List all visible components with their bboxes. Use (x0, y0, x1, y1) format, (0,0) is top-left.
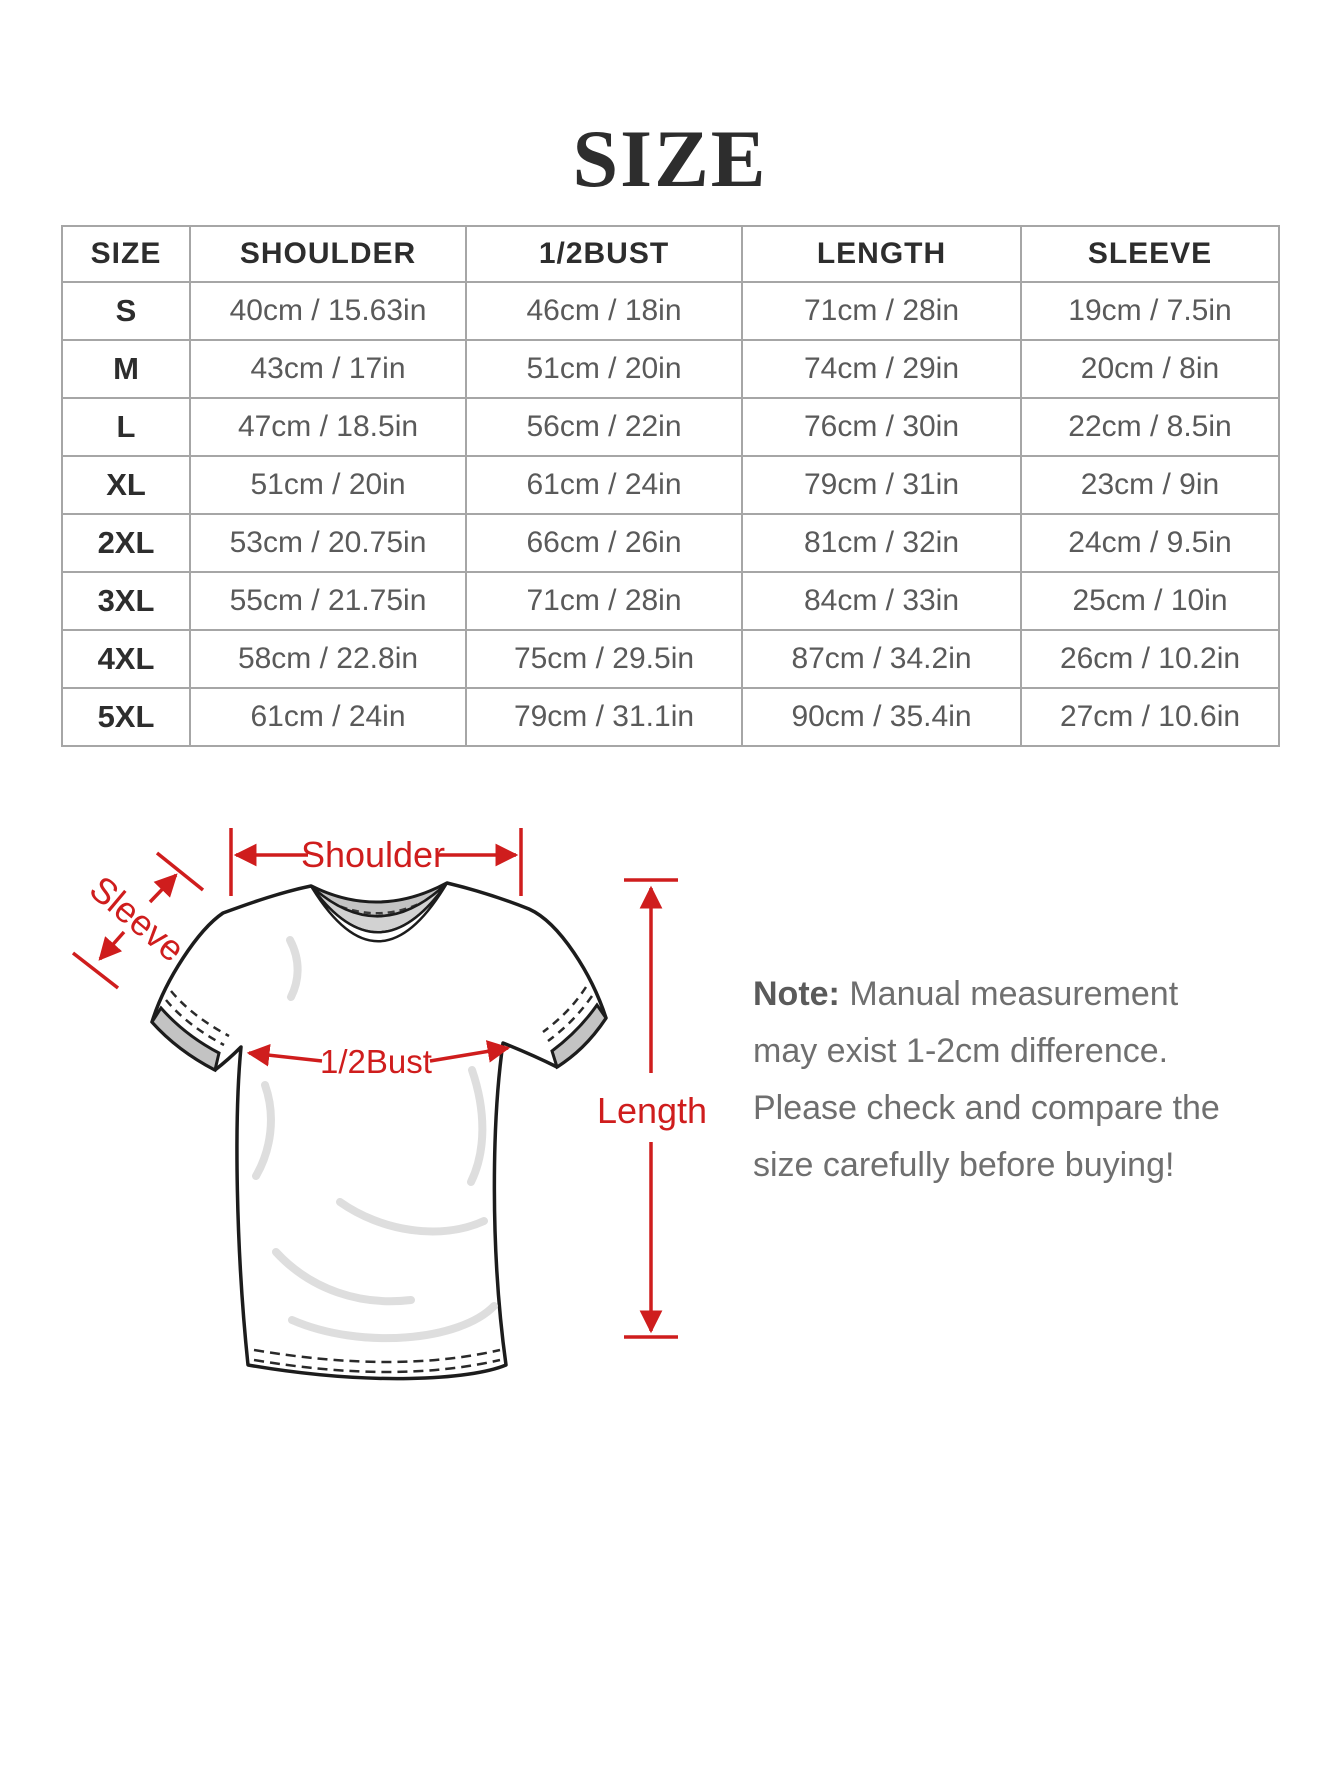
measurement-cell: 47cm / 18.5in (189, 397, 467, 457)
measurement-cell: 58cm / 22.8in (189, 629, 467, 689)
measurement-cell: 20cm / 8in (1020, 339, 1280, 399)
length-label: Length (597, 1090, 707, 1131)
length-dimension-arrow (624, 878, 678, 1339)
measurement-cell: 71cm / 28in (741, 281, 1022, 341)
sleeve-label: Sleeve (82, 868, 193, 970)
measurement-cell: 66cm / 26in (465, 513, 743, 573)
tshirt-collar (309, 881, 449, 943)
table-row: 5XL 61cm / 24in 79cm / 31.1in 90cm / 35.… (61, 687, 1280, 747)
bust-label: 1/2Bust (320, 1043, 432, 1080)
column-header-sleeve: SLEEVE (1020, 225, 1280, 283)
bust-dimension-arrow (246, 1040, 511, 1067)
table-row: 4XL 58cm / 22.8in 75cm / 29.5in 87cm / 3… (61, 629, 1280, 689)
measurement-cell: 53cm / 20.75in (189, 513, 467, 573)
size-cell: S (61, 281, 191, 341)
column-header-shoulder: SHOULDER (189, 225, 467, 283)
measurement-cell: 24cm / 9.5in (1020, 513, 1280, 573)
measurement-cell: 51cm / 20in (465, 339, 743, 399)
table-header-row: SIZE SHOULDER 1/2BUST LENGTH SLEEVE (61, 225, 1280, 283)
column-header-bust: 1/2BUST (465, 225, 743, 283)
column-header-size: SIZE (61, 225, 191, 283)
measurement-cell: 76cm / 30in (741, 397, 1022, 457)
measurement-cell: 56cm / 22in (465, 397, 743, 457)
sleeve-hems (150, 986, 608, 1073)
column-header-length: LENGTH (741, 225, 1022, 283)
measurement-cell: 79cm / 31.1in (465, 687, 743, 747)
measurement-cell: 22cm / 8.5in (1020, 397, 1280, 457)
bottom-hem-stitching (253, 1348, 501, 1374)
measurement-cell: 40cm / 15.63in (189, 281, 467, 341)
fabric-wrinkles (252, 936, 498, 1343)
tshirt-illustration (150, 881, 608, 1381)
shoulder-label: Shoulder (301, 834, 445, 875)
size-cell: XL (61, 455, 191, 515)
sleeve-dimension-arrow (71, 851, 205, 990)
measurement-cell: 84cm / 33in (741, 571, 1022, 631)
measurement-cell: 51cm / 20in (189, 455, 467, 515)
measurement-cell: 81cm / 32in (741, 513, 1022, 573)
note-body: Manual measurement may exist 1-2cm diffe… (753, 975, 1220, 1184)
table-row: M 43cm / 17in 51cm / 20in 74cm / 29in 20… (61, 339, 1280, 399)
shoulder-dimension-arrow (229, 828, 523, 896)
measurement-cell: 27cm / 10.6in (1020, 687, 1280, 747)
size-table: SIZE SHOULDER 1/2BUST LENGTH SLEEVE S 40… (61, 225, 1280, 747)
note-text: Note: Manual measurement may exist 1-2cm… (753, 966, 1231, 1194)
table-row: 2XL 53cm / 20.75in 66cm / 26in 81cm / 32… (61, 513, 1280, 573)
table-row: 3XL 55cm / 21.75in 71cm / 28in 84cm / 33… (61, 571, 1280, 631)
measurement-cell: 74cm / 29in (741, 339, 1022, 399)
measurement-cell: 75cm / 29.5in (465, 629, 743, 689)
size-cell: L (61, 397, 191, 457)
measurement-cell: 26cm / 10.2in (1020, 629, 1280, 689)
measurement-cell: 79cm / 31in (741, 455, 1022, 515)
measurement-cell: 55cm / 21.75in (189, 571, 467, 631)
size-cell: 4XL (61, 629, 191, 689)
measurement-cell: 61cm / 24in (465, 455, 743, 515)
measurement-cell: 87cm / 34.2in (741, 629, 1022, 689)
measurement-cell: 71cm / 28in (465, 571, 743, 631)
measurement-cell: 90cm / 35.4in (741, 687, 1022, 747)
table-row: L 47cm / 18.5in 56cm / 22in 76cm / 30in … (61, 397, 1280, 457)
measurement-cell: 61cm / 24in (189, 687, 467, 747)
size-cell: 2XL (61, 513, 191, 573)
table-row: S 40cm / 15.63in 46cm / 18in 71cm / 28in… (61, 281, 1280, 341)
measurement-cell: 19cm / 7.5in (1020, 281, 1280, 341)
size-cell: 3XL (61, 571, 191, 631)
size-cell: 5XL (61, 687, 191, 747)
note-label: Note: (753, 975, 840, 1013)
measurement-cell: 23cm / 9in (1020, 455, 1280, 515)
tshirt-measurement-diagram: Shoulder Sleeve 1/2Bust Le (71, 828, 707, 1381)
measurement-cell: 25cm / 10in (1020, 571, 1280, 631)
table-row: XL 51cm / 20in 61cm / 24in 79cm / 31in 2… (61, 455, 1280, 515)
measurement-cell: 43cm / 17in (189, 339, 467, 399)
measurement-annotations: Shoulder Sleeve 1/2Bust Le (71, 828, 707, 1339)
measurement-cell: 46cm / 18in (465, 281, 743, 341)
page-title: SIZE (572, 113, 768, 204)
size-cell: M (61, 339, 191, 399)
